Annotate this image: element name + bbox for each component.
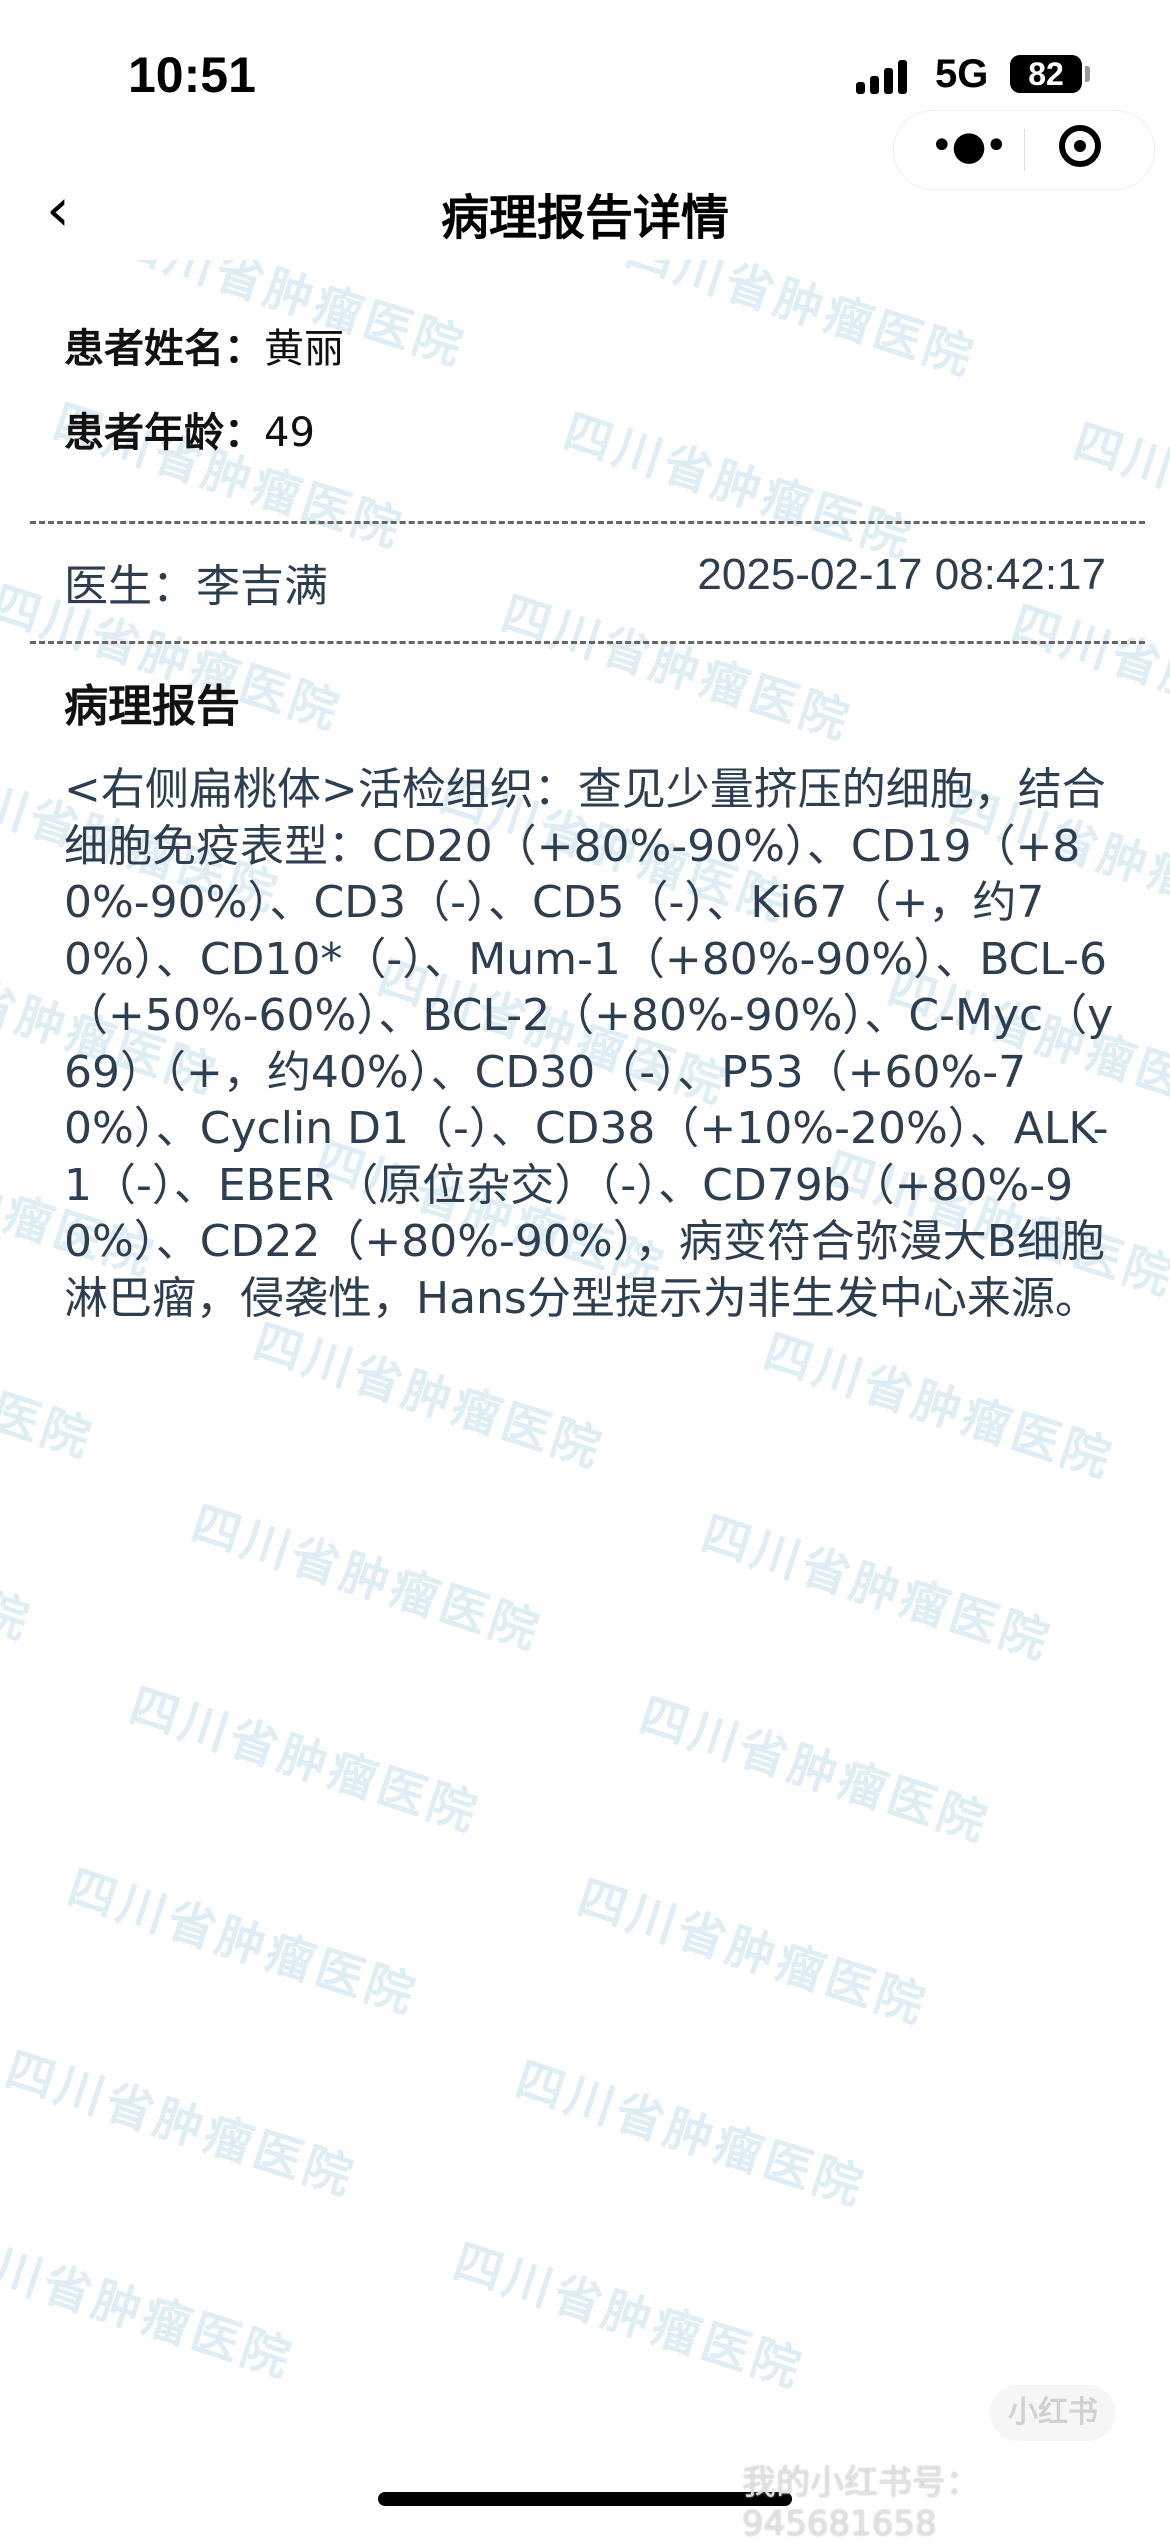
divider [30,641,1145,644]
battery-icon: 82 [1010,55,1082,93]
doctor-label: 医生： [64,561,196,612]
patient-name-row: 患者姓名：黄丽 [64,316,344,374]
network-type: 5G [935,52,989,96]
more-dots-icon[interactable]: •●• [930,123,1008,169]
patient-age: 49 [264,410,315,456]
patient-age-label: 患者年龄： [64,410,264,456]
divider [30,521,1145,524]
watermark-text: 四川省肿瘤医院 [60,1859,425,2026]
watermark-text: 四川省肿瘤医院 [246,1313,611,1480]
watermark-text: 四川省肿瘤医院 [556,403,921,570]
watermark-text: 四川省肿瘤医院 [756,1323,1121,1490]
page-title: 病理报告详情 [440,190,729,246]
watermark-text: 四川省肿瘤医院 [1004,595,1170,762]
doctor-name: 李吉满 [196,561,328,612]
nav-bar: ‹ 病理报告详情 [0,150,1170,270]
watermark-text: 四川省肿瘤医院 [122,1677,487,1844]
patient-name-label: 患者姓名： [64,326,264,372]
mini-program-capsule: •●• [893,110,1155,190]
status-bar: 10:51 5G 82 [0,0,1170,150]
watermark-text: 四川省肿瘤医院 [694,1505,1059,1672]
capsule-divider [1024,129,1025,171]
battery-tip [1085,66,1090,82]
watermark-text: 四川省肿瘤医院 [0,1485,39,1652]
watermark-text: 四川省肿瘤医院 [618,260,983,388]
xiaohongshu-id: 我的小红书号：945681658 [742,2463,980,2544]
watermark-text: 四川省肿瘤医院 [0,2223,301,2390]
watermark-text: 四川省肿瘤医院 [570,1869,935,2036]
record-circle-icon[interactable] [1059,125,1101,167]
xiaohongshu-badge: 小红书 [990,2385,1116,2441]
doctor-row: 医生：李吉满 [64,550,328,614]
report-timestamp: 2025-02-17 08:42:17 [697,550,1106,599]
patient-age-row: 患者年龄：49 [64,400,315,458]
signal-icon [856,60,907,94]
home-indicator[interactable] [378,2492,792,2506]
chevron-left-icon[interactable]: ‹ [46,175,70,245]
status-time: 10:51 [128,47,256,103]
watermark-text: 四川省肿瘤医院 [494,585,859,752]
watermark-text: 四川省肿瘤医院 [508,2051,873,2218]
patient-name: 黄丽 [264,326,344,372]
report-text: <右侧扁桃体>活检组织：查见少量挤压的细胞，结合细胞免疫表型：CD20（+80%… [64,764,1114,1324]
watermark-text: 四川省肿瘤医院 [184,1495,549,1662]
report-heading: 病理报告 [64,681,240,732]
watermark-text: 四川省肿瘤医院 [446,2233,811,2400]
watermark-text: 四川省肿瘤医院 [0,2041,363,2208]
watermark-text: 四川省肿瘤医院 [632,1687,997,1854]
